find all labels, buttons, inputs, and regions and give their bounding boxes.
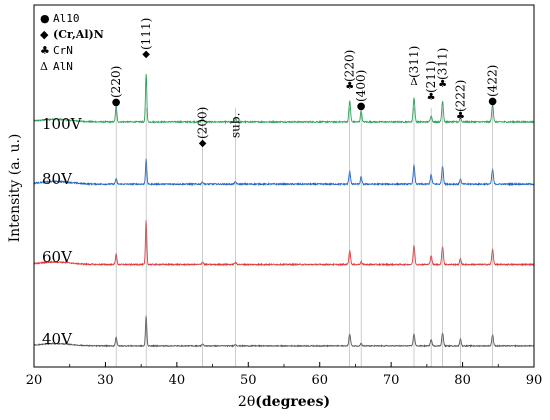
x-tick-label: 40 bbox=[169, 373, 186, 388]
y-axis-label: Intensity (a. u.) bbox=[7, 134, 23, 243]
series-label-80v: 80V bbox=[42, 170, 73, 188]
series-line-80v bbox=[33, 158, 534, 187]
peak-symbol: ● bbox=[112, 97, 121, 108]
x-tick-label: 70 bbox=[383, 373, 400, 388]
legend-label: AlN bbox=[53, 60, 73, 73]
peak-label: sub. bbox=[228, 113, 242, 138]
series-label-layer: 100V 80V 60V 40V bbox=[42, 115, 83, 348]
series-label-60v: 60V bbox=[42, 248, 73, 266]
x-axis-label-prefix: 2θ bbox=[238, 394, 255, 410]
peak-symbol: ♣ bbox=[438, 79, 447, 90]
x-axis-label-main: (degrees) bbox=[255, 394, 330, 410]
legend-label: Al10 bbox=[53, 12, 80, 25]
peak-label: (400) bbox=[354, 70, 368, 102]
peak-label: (311) bbox=[407, 46, 421, 78]
x-tick-label: 80 bbox=[454, 373, 471, 388]
peak-symbol: ◆ bbox=[199, 138, 207, 149]
peak-label: (220) bbox=[343, 50, 357, 82]
x-tick-label: 90 bbox=[526, 373, 543, 388]
series-line-100v bbox=[33, 73, 535, 125]
x-tick-label: 20 bbox=[26, 373, 43, 388]
x-tick-label: 30 bbox=[97, 373, 114, 388]
series-line-40v bbox=[33, 315, 535, 348]
peak-label: (222) bbox=[453, 80, 467, 112]
x-axis-label: 2θ(degrees) bbox=[238, 394, 330, 410]
peak-guide-layer bbox=[115, 108, 493, 367]
peak-symbol: ◆ bbox=[142, 49, 150, 60]
x-tick-label: 50 bbox=[240, 373, 257, 388]
series-label-100v: 100V bbox=[42, 115, 83, 133]
x-axis: 20 30 40 50 60 70 80 90 bbox=[26, 362, 543, 388]
peak-label: (220) bbox=[109, 66, 123, 98]
peak-symbol: Δ bbox=[410, 77, 417, 88]
legend-symbol: ◆ bbox=[40, 28, 49, 41]
peak-label-layer: (220)●(111)◆(200)◆sub.(220)♣ (400)●(311)Δ… bbox=[109, 18, 499, 149]
peak-label: (211) bbox=[424, 61, 438, 93]
legend: ● Al10 ◆ (Cr,Al)N♣ CrN Δ AlN bbox=[40, 12, 104, 73]
legend-symbol: Δ bbox=[40, 60, 48, 73]
peak-symbol: ♣ bbox=[456, 111, 465, 122]
peak-symbol: ♣ bbox=[427, 92, 436, 103]
legend-symbol: ♣ bbox=[40, 44, 50, 57]
series-line-60v bbox=[33, 220, 535, 267]
peak-label: (111) bbox=[139, 18, 153, 50]
peak-symbol: ● bbox=[357, 101, 366, 112]
series-layer bbox=[33, 73, 535, 348]
peak-symbol: ♣ bbox=[345, 81, 354, 92]
plot-frame bbox=[33, 4, 535, 368]
legend-label: (Cr,Al)N bbox=[53, 28, 104, 41]
legend-symbol: ● bbox=[40, 12, 50, 25]
x-tick-label: 60 bbox=[311, 373, 328, 388]
legend-label: CrN bbox=[53, 44, 73, 57]
peak-label: (200) bbox=[196, 107, 210, 139]
peak-symbol: ● bbox=[488, 96, 497, 107]
peak-label: (311) bbox=[436, 48, 450, 80]
peak-label: (422) bbox=[486, 65, 500, 97]
series-label-40v: 40V bbox=[42, 330, 73, 348]
